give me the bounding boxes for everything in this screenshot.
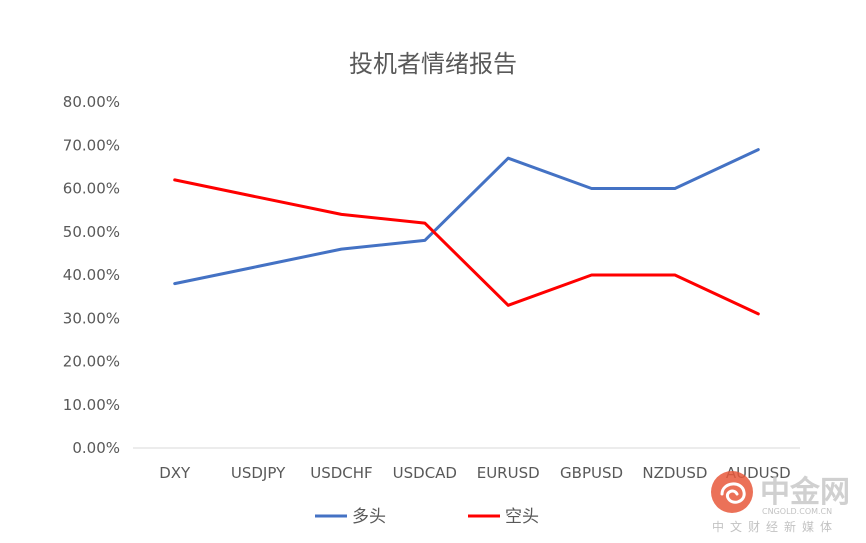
series-line-0 xyxy=(173,148,760,286)
y-tick-label: 50.00% xyxy=(63,223,120,241)
watermark-name: 中金网 xyxy=(760,475,850,510)
watermark-subtitle: 中文财经新媒体 xyxy=(712,519,838,534)
y-tick-label: 40.00% xyxy=(63,266,120,284)
x-tick-label: DXY xyxy=(159,464,191,482)
y-tick-label: 70.00% xyxy=(63,136,120,154)
x-tick-label: GBPUSD xyxy=(560,464,623,482)
y-tick-label: 20.00% xyxy=(63,353,120,371)
x-tick-label: USDCAD xyxy=(393,464,457,482)
x-axis: DXY USDJPY USDCHF USDCAD EURUSD GBPUSD NZDUSD A… xyxy=(159,464,791,482)
y-axis: 0.00% 10.00% 20.00% 30.00% 40.00% 50.00% 60.00… xyxy=(63,93,120,457)
y-tick-label: 10.00% xyxy=(63,396,120,414)
x-tick-label: USDCHF xyxy=(310,464,372,482)
y-tick-label: 80.00% xyxy=(63,93,120,111)
series-layer xyxy=(173,148,760,316)
watermark-url: CNGOLD.COM.CN xyxy=(762,507,832,516)
y-tick-label: 30.00% xyxy=(63,309,120,327)
watermark-logo-swirl-icon xyxy=(720,482,746,504)
legend-label-short: 空头 xyxy=(505,507,539,527)
y-tick-label: 0.00% xyxy=(72,439,120,457)
x-tick-label: USDJPY xyxy=(231,464,286,482)
y-tick-label: 60.00% xyxy=(63,180,120,198)
watermark: 中金网 CNGOLD.COM.CN 中文财经新媒体 xyxy=(711,471,850,534)
x-tick-label: EURUSD xyxy=(477,464,540,482)
chart-title: 投机者情绪报告 xyxy=(349,50,517,78)
legend-label-long: 多头 xyxy=(352,507,386,527)
series-line-1 xyxy=(173,178,760,316)
x-tick-label: NZDUSD xyxy=(642,464,707,482)
legend: 多头 空头 xyxy=(315,507,539,527)
